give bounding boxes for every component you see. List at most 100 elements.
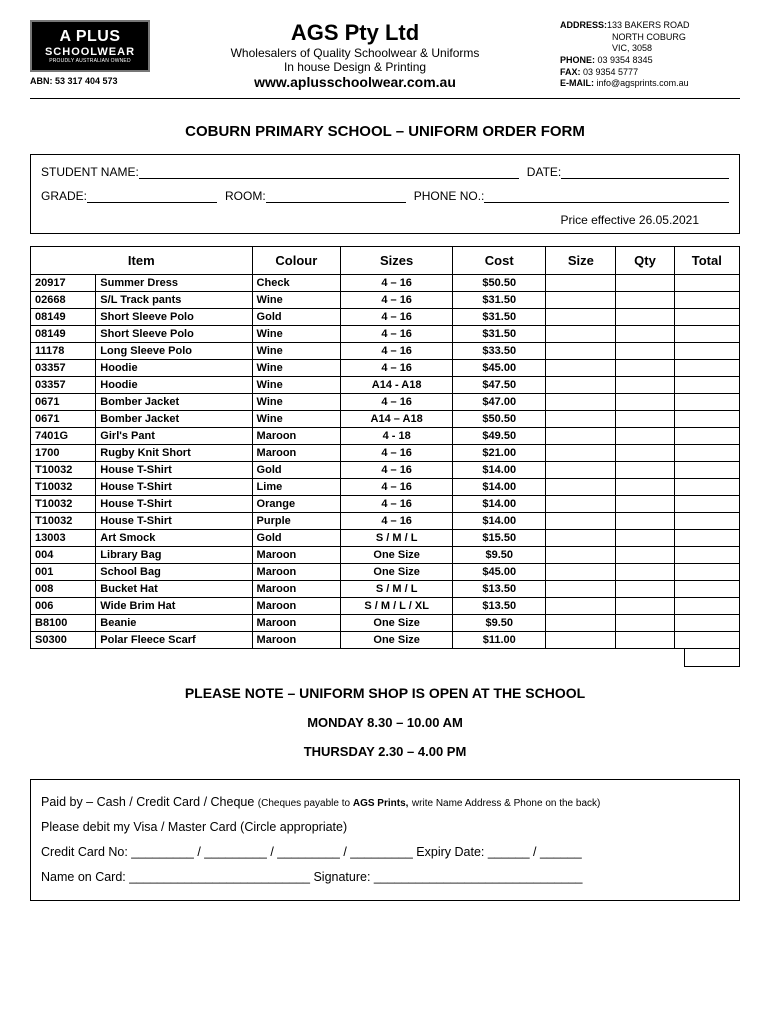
cell-size-input[interactable] (546, 513, 616, 530)
cell-qty-input[interactable] (616, 275, 674, 292)
cell-qty-input[interactable] (616, 292, 674, 309)
tagline2: In house Design & Printing (160, 60, 550, 74)
phoneno-field[interactable] (484, 189, 729, 203)
phoneno-label: PHONE NO.: (414, 189, 485, 203)
cell-code: 004 (31, 547, 96, 564)
cell-total-input[interactable] (674, 377, 739, 394)
cell-qty-input[interactable] (616, 445, 674, 462)
cell-total-input[interactable] (674, 598, 739, 615)
col-sizes: Sizes (341, 247, 453, 275)
cell-total-input[interactable] (674, 360, 739, 377)
cell-size-input[interactable] (546, 445, 616, 462)
tagline1: Wholesalers of Quality Schoolwear & Unif… (160, 46, 550, 60)
cell-cost: $47.50 (453, 377, 546, 394)
cell-total-input[interactable] (674, 292, 739, 309)
cell-size-input[interactable] (546, 462, 616, 479)
cell-total-input[interactable] (674, 564, 739, 581)
cell-size-input[interactable] (546, 547, 616, 564)
cell-size-input[interactable] (546, 598, 616, 615)
cell-qty-input[interactable] (616, 411, 674, 428)
cell-item: Art Smock (96, 530, 252, 547)
cell-qty-input[interactable] (616, 615, 674, 632)
cell-size-input[interactable] (546, 632, 616, 649)
cell-total-input[interactable] (674, 343, 739, 360)
cell-size-input[interactable] (546, 360, 616, 377)
date-field[interactable] (561, 165, 729, 179)
cell-qty-input[interactable] (616, 394, 674, 411)
cell-item: School Bag (96, 564, 252, 581)
cell-size-input[interactable] (546, 615, 616, 632)
grand-total-box[interactable] (684, 649, 740, 667)
cell-size-input[interactable] (546, 292, 616, 309)
cell-qty-input[interactable] (616, 428, 674, 445)
cell-colour: Wine (252, 394, 341, 411)
cell-qty-input[interactable] (616, 496, 674, 513)
cell-colour: Maroon (252, 564, 341, 581)
cell-size-input[interactable] (546, 479, 616, 496)
cell-size-input[interactable] (546, 411, 616, 428)
cell-size-input[interactable] (546, 428, 616, 445)
cell-qty-input[interactable] (616, 377, 674, 394)
name-signature-line[interactable]: Name on Card: __________________________… (41, 865, 729, 890)
cell-qty-input[interactable] (616, 632, 674, 649)
cell-total-input[interactable] (674, 581, 739, 598)
cell-item: Bomber Jacket (96, 411, 252, 428)
cell-total-input[interactable] (674, 530, 739, 547)
card-number-line[interactable]: Credit Card No: _________ / _________ / … (41, 840, 729, 865)
cell-qty-input[interactable] (616, 581, 674, 598)
cell-qty-input[interactable] (616, 564, 674, 581)
cell-total-input[interactable] (674, 275, 739, 292)
grade-field[interactable] (87, 189, 217, 203)
cell-qty-input[interactable] (616, 530, 674, 547)
cell-size-input[interactable] (546, 275, 616, 292)
cell-qty-input[interactable] (616, 547, 674, 564)
cell-total-input[interactable] (674, 411, 739, 428)
cell-qty-input[interactable] (616, 598, 674, 615)
cell-total-input[interactable] (674, 547, 739, 564)
cell-total-input[interactable] (674, 462, 739, 479)
cell-cost: $33.50 (453, 343, 546, 360)
cell-colour: Wine (252, 377, 341, 394)
cell-qty-input[interactable] (616, 462, 674, 479)
cell-total-input[interactable] (674, 445, 739, 462)
cell-size-input[interactable] (546, 394, 616, 411)
cell-qty-input[interactable] (616, 479, 674, 496)
header: A PLUS SCHOOLWEAR PROUDLY AUSTRALIAN OWN… (30, 20, 740, 99)
cell-total-input[interactable] (674, 513, 739, 530)
addr2: NORTH COBURG (560, 32, 740, 44)
cell-size-input[interactable] (546, 530, 616, 547)
col-qty: Qty (616, 247, 674, 275)
cell-total-input[interactable] (674, 428, 739, 445)
addr3: VIC, 3058 (560, 43, 740, 55)
cell-colour: Wine (252, 343, 341, 360)
cell-sizes: 4 – 16 (341, 445, 453, 462)
cell-total-input[interactable] (674, 326, 739, 343)
cell-size-input[interactable] (546, 581, 616, 598)
cell-cost: $21.00 (453, 445, 546, 462)
cell-item: Polar Fleece Scarf (96, 632, 252, 649)
cell-qty-input[interactable] (616, 309, 674, 326)
cell-total-input[interactable] (674, 632, 739, 649)
cell-qty-input[interactable] (616, 360, 674, 377)
payment-box: Paid by – Cash / Credit Card / Cheque (C… (30, 779, 740, 901)
cell-colour: Lime (252, 479, 341, 496)
cell-total-input[interactable] (674, 394, 739, 411)
cell-size-input[interactable] (546, 343, 616, 360)
cell-sizes: One Size (341, 632, 453, 649)
cell-total-input[interactable] (674, 496, 739, 513)
cell-total-input[interactable] (674, 615, 739, 632)
cell-size-input[interactable] (546, 496, 616, 513)
room-field[interactable] (266, 189, 406, 203)
cell-size-input[interactable] (546, 326, 616, 343)
cell-total-input[interactable] (674, 479, 739, 496)
cell-size-input[interactable] (546, 309, 616, 326)
cell-size-input[interactable] (546, 377, 616, 394)
student-field[interactable] (139, 165, 519, 179)
cell-qty-input[interactable] (616, 343, 674, 360)
cell-sizes: 4 – 16 (341, 309, 453, 326)
cell-code: 001 (31, 564, 96, 581)
cell-qty-input[interactable] (616, 326, 674, 343)
cell-qty-input[interactable] (616, 513, 674, 530)
cell-total-input[interactable] (674, 309, 739, 326)
cell-size-input[interactable] (546, 564, 616, 581)
